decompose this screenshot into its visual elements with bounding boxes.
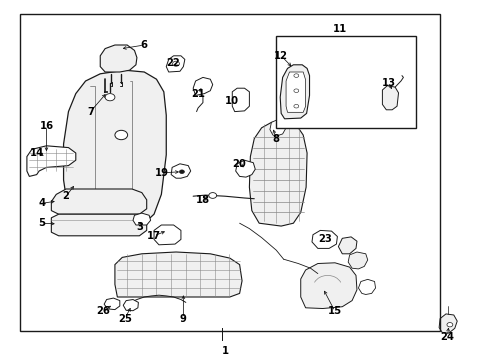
Text: 3: 3 (136, 222, 142, 232)
Polygon shape (235, 160, 255, 177)
Text: 22: 22 (166, 58, 180, 68)
Bar (276, 36, 415, 128)
Circle shape (293, 89, 298, 93)
Text: 26: 26 (96, 306, 109, 316)
Text: 6: 6 (141, 40, 147, 50)
Circle shape (115, 130, 127, 140)
Text: 21: 21 (191, 89, 204, 99)
Bar (20, 14, 439, 331)
Polygon shape (347, 252, 367, 269)
Text: 14: 14 (29, 148, 44, 158)
Text: 25: 25 (118, 314, 131, 324)
Circle shape (179, 170, 184, 174)
Polygon shape (358, 279, 375, 294)
Polygon shape (166, 56, 184, 72)
Text: 1: 1 (221, 346, 228, 356)
Polygon shape (51, 214, 146, 236)
Circle shape (446, 323, 452, 327)
Text: 23: 23 (318, 234, 331, 244)
Text: 8: 8 (272, 134, 279, 144)
Text: 5: 5 (38, 218, 45, 228)
Circle shape (105, 94, 115, 101)
Text: 11: 11 (332, 24, 346, 34)
Text: 4: 4 (38, 198, 45, 208)
Polygon shape (100, 45, 137, 72)
Text: 2: 2 (62, 191, 69, 201)
Polygon shape (51, 189, 146, 214)
Polygon shape (269, 120, 285, 136)
Circle shape (208, 193, 216, 198)
Text: 9: 9 (180, 314, 186, 324)
Circle shape (172, 61, 179, 66)
Polygon shape (232, 88, 249, 112)
Polygon shape (311, 230, 337, 248)
Text: 10: 10 (225, 96, 239, 106)
Polygon shape (285, 72, 305, 112)
Text: 15: 15 (327, 306, 341, 316)
Polygon shape (171, 164, 190, 178)
Text: 16: 16 (40, 121, 53, 131)
Polygon shape (154, 225, 181, 245)
Text: 24: 24 (440, 332, 453, 342)
Polygon shape (300, 263, 356, 309)
Polygon shape (63, 70, 166, 226)
Polygon shape (382, 86, 398, 110)
Text: 12: 12 (274, 51, 287, 61)
Polygon shape (133, 213, 150, 225)
Polygon shape (27, 146, 76, 176)
Circle shape (293, 104, 298, 108)
Text: 19: 19 (154, 168, 168, 178)
Text: 17: 17 (147, 231, 161, 241)
Polygon shape (338, 237, 356, 254)
Text: 13: 13 (381, 78, 395, 88)
Text: 18: 18 (196, 195, 209, 205)
Circle shape (293, 74, 298, 77)
Polygon shape (104, 298, 120, 310)
Text: 20: 20 (232, 159, 246, 169)
Polygon shape (193, 77, 212, 95)
Polygon shape (123, 300, 138, 311)
Polygon shape (115, 252, 242, 297)
Text: 7: 7 (87, 107, 94, 117)
Polygon shape (280, 65, 309, 119)
Polygon shape (249, 121, 306, 226)
Polygon shape (438, 314, 456, 333)
